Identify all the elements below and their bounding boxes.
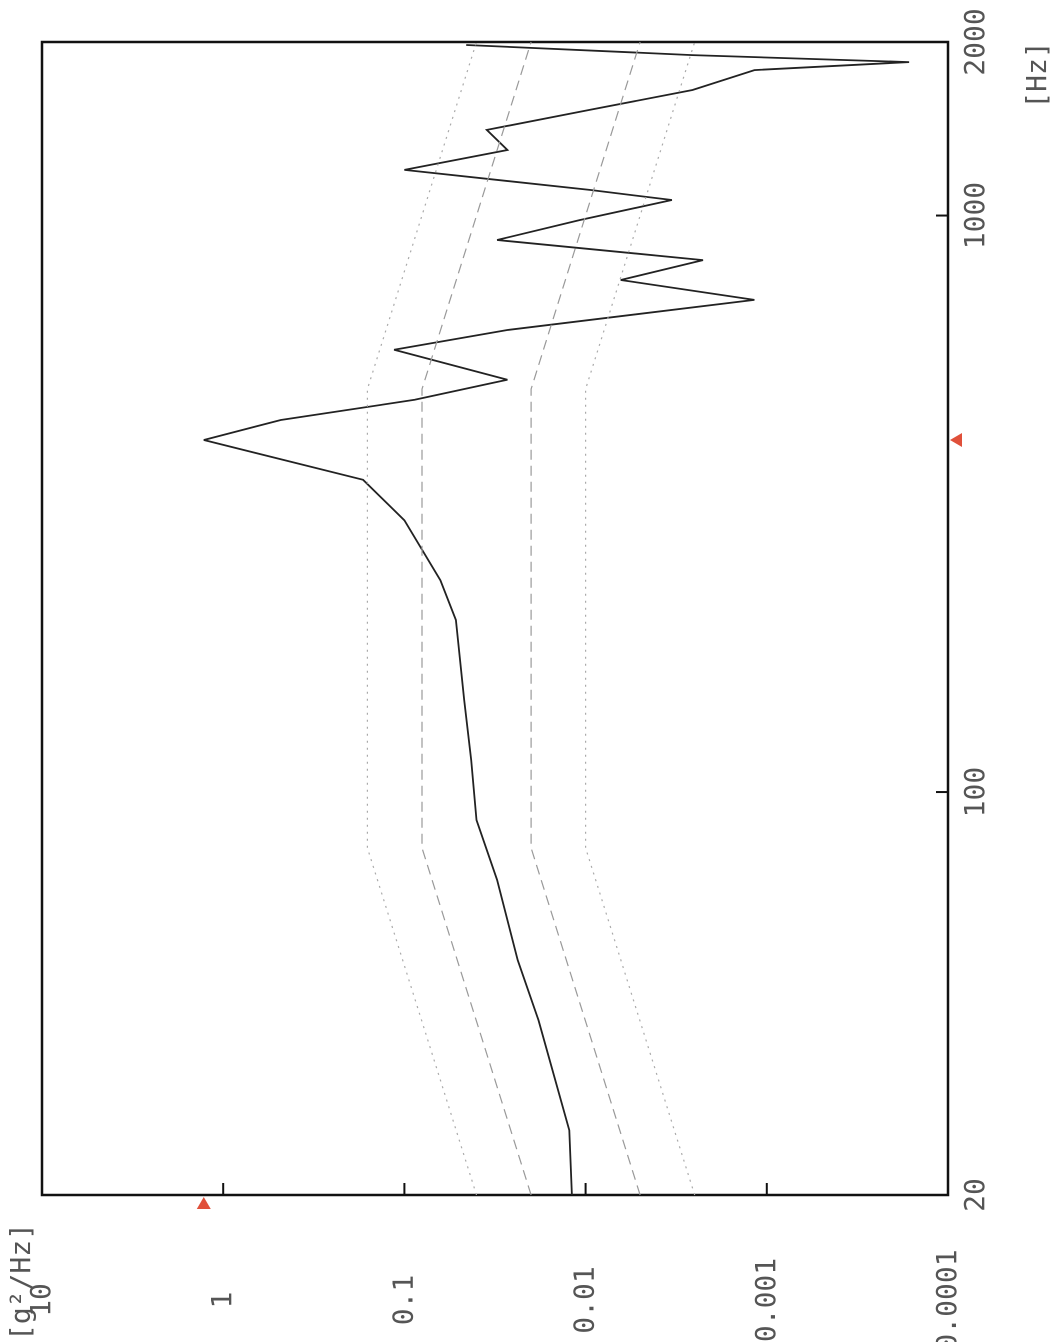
rotated-plot: [Hz] [g²/Hz] 20 100 1000 2000 10 1 0.1 0.01 0.00… — [4, 8, 1053, 1342]
y-axis-label: [g²/Hz] — [4, 1223, 37, 1341]
plot-frame — [40, 40, 950, 1197]
psd-line — [203, 44, 910, 1196]
peak-marker-y — [196, 1197, 211, 1209]
y-tick-label: 10 — [24, 1283, 57, 1317]
x-axis-label: [Hz] — [1020, 41, 1053, 108]
x-tick-label: 100 — [958, 767, 991, 818]
x-tick-label: 20 — [958, 1178, 991, 1212]
y-tick-label: 0.001 — [749, 1258, 782, 1342]
y-tick-label: 0.0001 — [930, 1249, 963, 1342]
x-tick-label: 1000 — [958, 182, 991, 249]
y-tick-label: 0.1 — [386, 1275, 419, 1326]
x-tick-label: 2000 — [958, 8, 991, 75]
profile-line — [530, 41, 641, 1196]
peak-marker-x — [950, 432, 962, 447]
y-tick-label: 0.01 — [568, 1266, 601, 1333]
profile-line — [421, 41, 532, 1196]
y-tick-label: 1 — [205, 1292, 238, 1309]
